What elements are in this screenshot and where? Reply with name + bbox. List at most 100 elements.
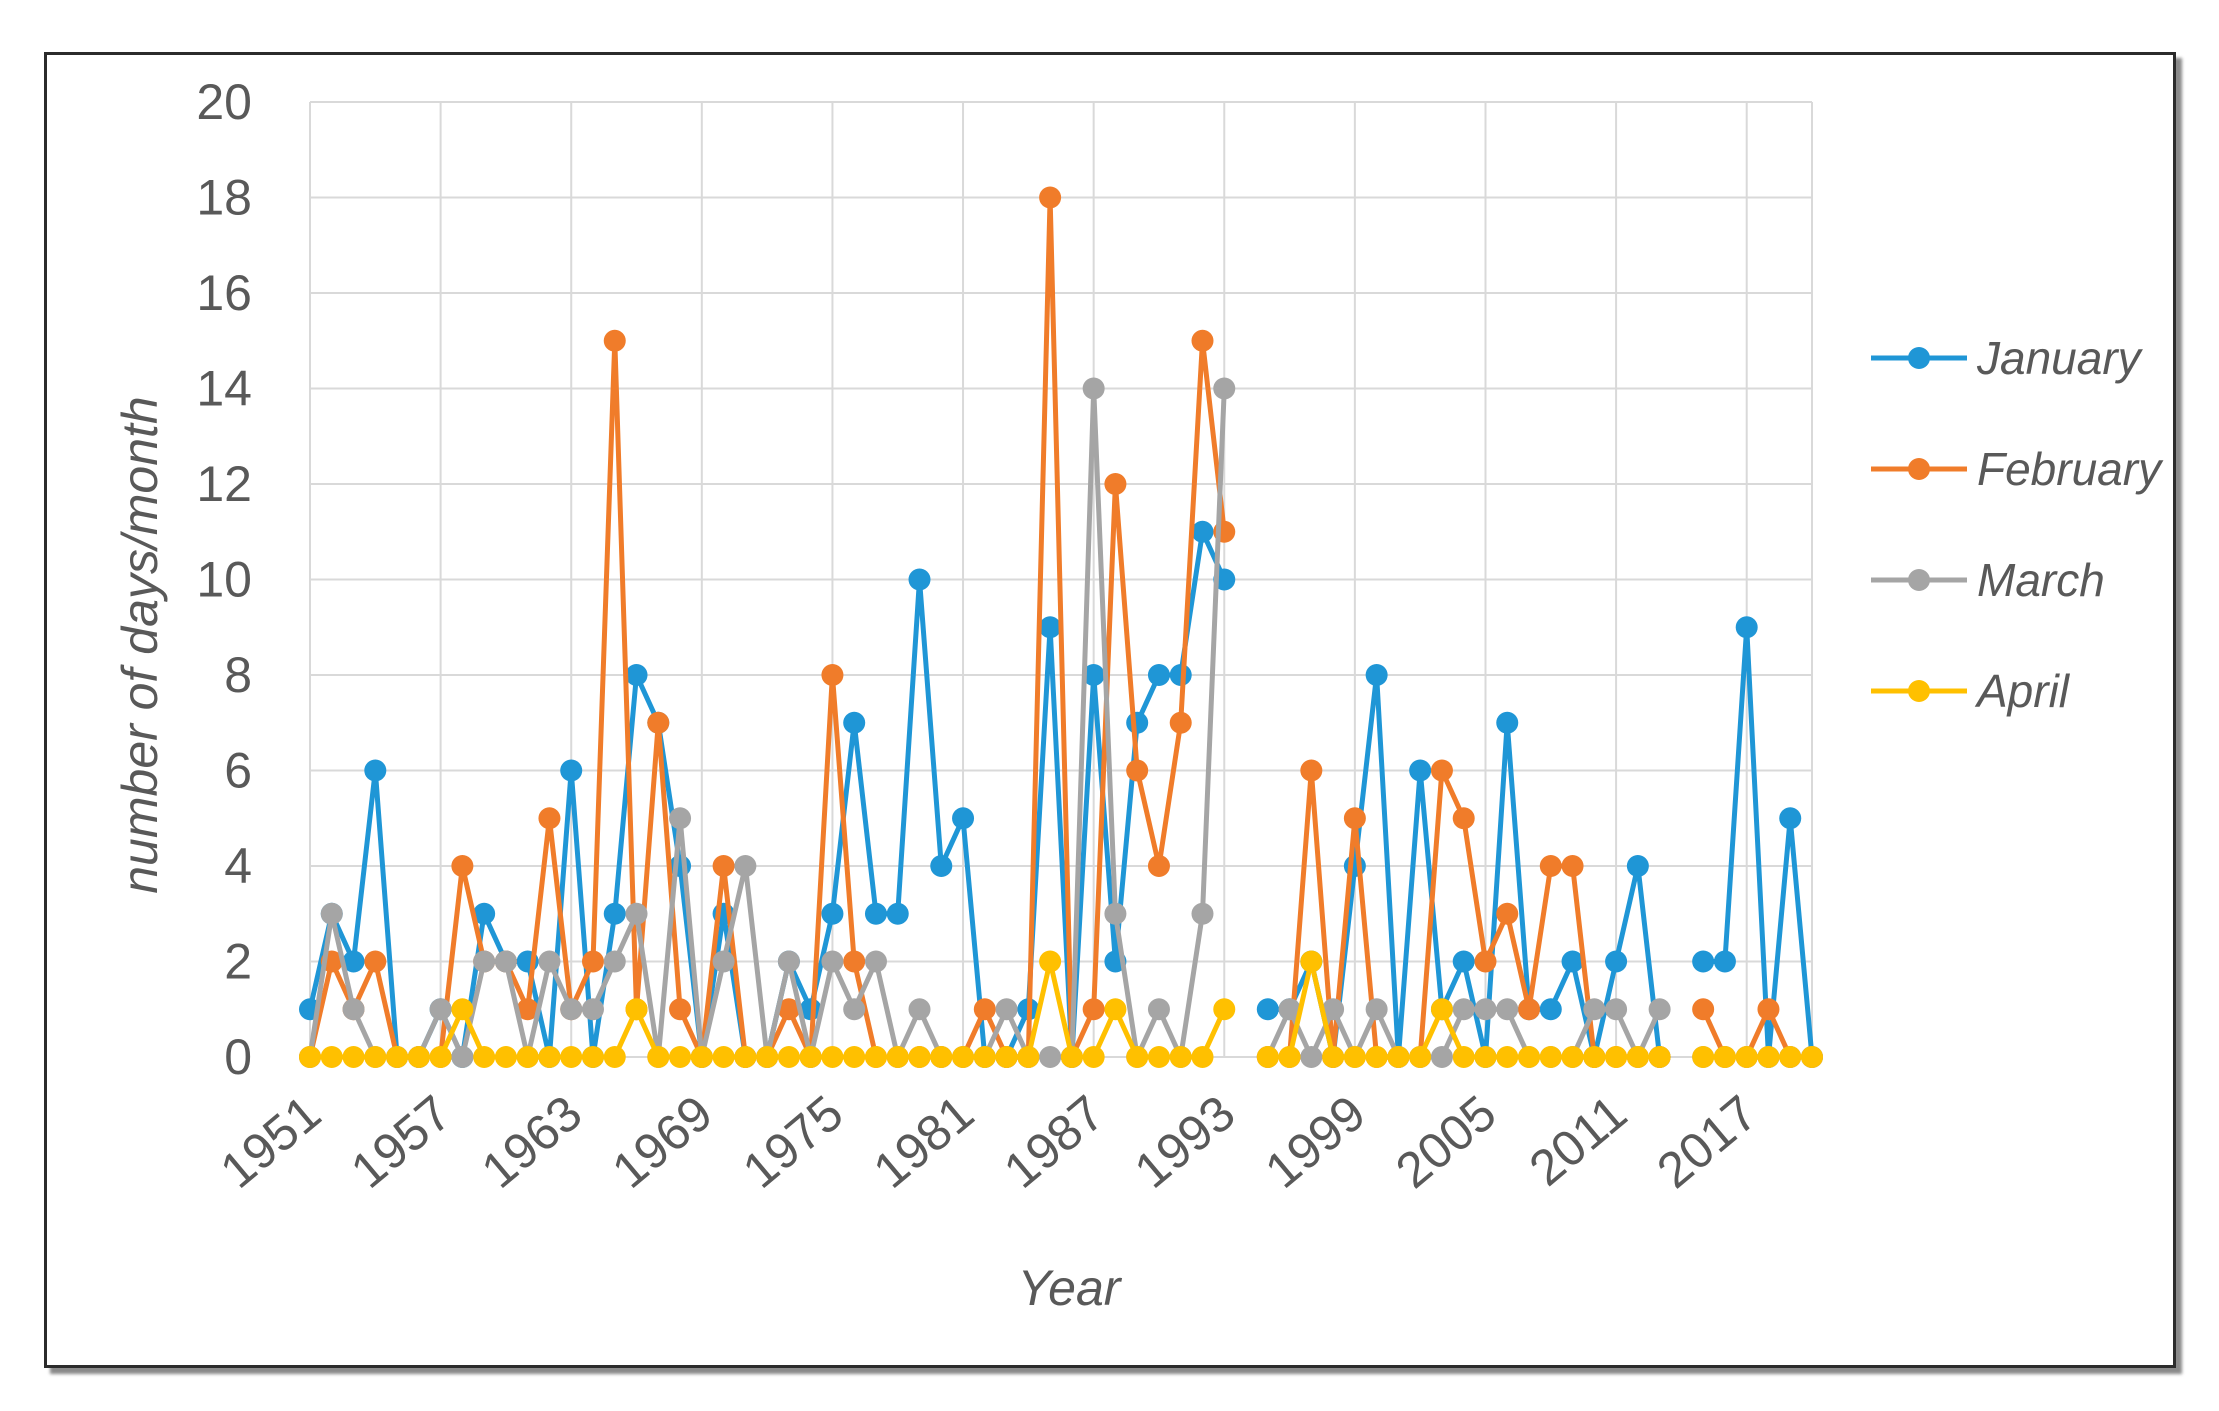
data-point-january <box>1082 664 1105 686</box>
data-point-april <box>1474 1046 1497 1068</box>
y-tick-label: 12 <box>196 456 252 512</box>
data-point-april <box>1278 1046 1301 1068</box>
data-point-january <box>1496 711 1519 734</box>
data-point-march <box>712 950 735 973</box>
legend-item-january: January <box>1871 332 2144 384</box>
data-point-april <box>320 1046 343 1068</box>
y-tick-label: 0 <box>224 1029 252 1085</box>
data-point-march <box>1278 998 1301 1021</box>
data-point-january <box>1452 950 1475 973</box>
data-point-january <box>1256 998 1279 1021</box>
legend-swatch-marker <box>1908 458 1930 480</box>
data-point-january <box>821 902 844 925</box>
data-point-march <box>342 998 365 1021</box>
data-point-april <box>1039 950 1062 973</box>
data-point-april <box>1365 1046 1388 1068</box>
data-point-january <box>1626 855 1649 877</box>
data-point-march <box>1474 998 1497 1021</box>
data-point-april <box>581 1046 604 1068</box>
legend-swatch-marker <box>1908 569 1930 591</box>
data-point-april <box>1735 1046 1758 1068</box>
data-point-april <box>625 998 648 1021</box>
data-point-january <box>1147 664 1170 686</box>
data-point-april <box>1561 1046 1584 1068</box>
data-point-january <box>473 902 496 925</box>
data-point-january <box>843 711 866 734</box>
data-point-march <box>821 950 844 973</box>
data-point-april <box>1583 1046 1606 1068</box>
data-point-february <box>1169 711 1192 734</box>
data-point-april <box>864 1046 887 1068</box>
data-point-february <box>1518 998 1541 1021</box>
x-tick-label: 1969 <box>602 1085 723 1199</box>
data-point-april <box>1713 1046 1736 1068</box>
x-tick-label: 1987 <box>994 1085 1115 1199</box>
y-tick-label: 2 <box>224 934 252 990</box>
data-point-april <box>821 1046 844 1068</box>
data-point-january <box>886 902 909 925</box>
data-point-february <box>777 998 800 1021</box>
data-point-february <box>1474 950 1497 973</box>
data-point-march <box>1452 998 1475 1021</box>
data-point-april <box>734 1046 757 1068</box>
data-point-april <box>1256 1046 1279 1068</box>
data-point-april <box>1191 1046 1214 1068</box>
data-point-january <box>1409 759 1432 782</box>
data-point-april <box>1343 1046 1366 1068</box>
y-tick-label: 4 <box>224 838 252 894</box>
data-point-april <box>952 1046 975 1068</box>
data-point-march <box>1104 902 1127 925</box>
data-point-february <box>1191 329 1214 352</box>
data-point-march <box>669 807 692 830</box>
y-tick-label: 8 <box>224 647 252 703</box>
legend-label: February <box>1977 443 2164 495</box>
data-point-february <box>1126 759 1149 782</box>
data-point-april <box>1430 998 1453 1021</box>
data-point-april <box>1452 1046 1475 1068</box>
data-point-april <box>1147 1046 1170 1068</box>
x-tick-label: 1975 <box>732 1085 853 1199</box>
data-point-march <box>603 950 626 973</box>
data-point-april <box>1409 1046 1432 1068</box>
data-point-april <box>930 1046 953 1068</box>
data-point-april <box>1300 950 1323 973</box>
data-point-january <box>603 902 626 925</box>
data-point-january <box>342 950 365 973</box>
data-point-april <box>1496 1046 1519 1068</box>
y-tick-label: 20 <box>196 74 252 130</box>
data-point-april <box>1539 1046 1562 1068</box>
legend-swatch-marker <box>1908 680 1930 702</box>
data-point-march <box>1322 998 1345 1021</box>
y-tick-label: 10 <box>196 552 252 608</box>
data-point-april <box>299 1046 321 1068</box>
data-point-january <box>1692 950 1715 973</box>
data-point-april <box>1082 1046 1105 1068</box>
data-point-january <box>364 759 387 782</box>
y-axis-title: number of days/month <box>112 396 168 894</box>
data-point-april <box>1757 1046 1780 1068</box>
data-point-march <box>451 1046 474 1068</box>
x-axis-ticks: 1951 1957 1963 1969 1975 1981 1987 1993 1999 2005… <box>210 1085 1768 1199</box>
data-point-february <box>1539 855 1562 877</box>
data-point-march <box>1365 998 1388 1021</box>
data-point-february <box>647 711 670 734</box>
data-point-april <box>908 1046 931 1068</box>
data-point-february <box>1430 759 1453 782</box>
data-point-march <box>1583 998 1606 1021</box>
data-point-february <box>516 998 539 1021</box>
x-tick-label: 1981 <box>863 1085 984 1199</box>
data-point-april <box>1605 1046 1628 1068</box>
data-point-february <box>1147 855 1170 877</box>
data-point-april <box>1648 1046 1671 1068</box>
data-point-february <box>712 855 735 877</box>
x-tick-label: 2017 <box>1647 1085 1768 1199</box>
legend-label: January <box>1976 332 2144 384</box>
data-point-march <box>473 950 496 973</box>
data-point-april <box>1169 1046 1192 1068</box>
x-tick-label: 1957 <box>340 1085 461 1199</box>
data-point-march <box>734 855 757 877</box>
data-point-february <box>1082 998 1105 1021</box>
data-point-april <box>886 1046 909 1068</box>
data-point-february <box>1496 902 1519 925</box>
data-point-april <box>451 998 474 1021</box>
